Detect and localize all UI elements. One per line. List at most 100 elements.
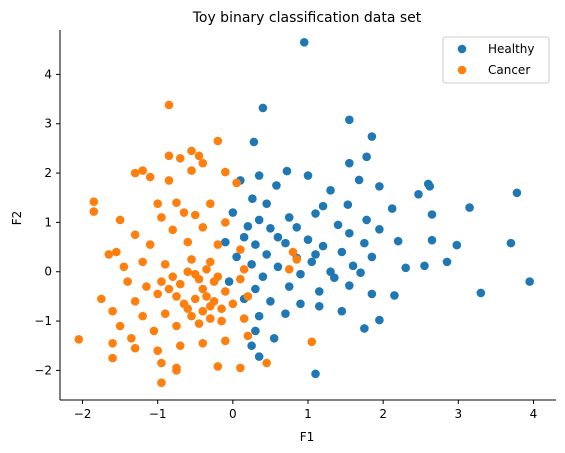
data-point [248, 194, 257, 204]
x-tick-label: 1 [304, 407, 312, 421]
data-point [217, 316, 226, 326]
data-point [251, 326, 260, 336]
data-point [343, 200, 353, 209]
data-point [375, 315, 384, 325]
data-point [243, 222, 253, 231]
data-point [348, 261, 358, 271]
data-point [337, 247, 347, 257]
data-point [112, 247, 121, 257]
data-point [153, 346, 162, 355]
data-point [239, 264, 249, 274]
data-point [356, 268, 365, 278]
data-point [213, 136, 223, 146]
y-tick-label: 1 [44, 215, 52, 229]
legend-label: Cancer [488, 63, 530, 77]
x-tick-label: 2 [379, 407, 387, 421]
data-point [153, 289, 162, 299]
data-point [157, 277, 166, 286]
data-point [311, 209, 320, 218]
data-point [390, 291, 399, 300]
data-point [427, 210, 437, 219]
data-point [213, 240, 223, 249]
data-point [236, 245, 245, 254]
data-point [202, 264, 211, 274]
data-point [239, 232, 249, 242]
data-point [326, 186, 335, 195]
x-tick-label: −2 [74, 407, 92, 421]
legend-marker [457, 65, 467, 75]
data-point [525, 277, 534, 286]
data-point [296, 299, 305, 309]
data-point [273, 262, 283, 272]
plot-area [74, 38, 534, 388]
data-point [172, 292, 181, 301]
x-axis-label: F1 [300, 430, 315, 444]
data-point [442, 257, 452, 267]
data-point [183, 237, 193, 247]
data-point [292, 223, 302, 232]
data-point [209, 277, 219, 286]
data-point [89, 207, 99, 216]
data-point [179, 208, 189, 217]
data-point [254, 311, 264, 321]
data-point [198, 158, 208, 168]
data-point [187, 255, 196, 264]
data-point [160, 309, 170, 318]
data-point [367, 289, 377, 299]
data-point [187, 311, 196, 321]
data-point [303, 171, 313, 180]
data-point [239, 314, 249, 323]
data-point [393, 236, 403, 246]
data-point [243, 292, 253, 301]
data-point [476, 288, 486, 298]
data-point [183, 267, 193, 277]
data-point [420, 261, 429, 271]
data-point [281, 309, 290, 318]
data-point [506, 238, 516, 248]
data-point [247, 260, 256, 269]
data-point [194, 319, 204, 328]
data-point [345, 158, 354, 168]
data-point [296, 269, 305, 279]
data-point [138, 257, 147, 267]
data-point [190, 294, 200, 304]
series-healthy [221, 38, 534, 379]
legend-marker [457, 44, 467, 54]
y-tick-label: 0 [44, 265, 52, 279]
data-point [213, 362, 223, 371]
data-point [311, 369, 320, 379]
data-point [307, 257, 317, 267]
data-point [224, 277, 234, 286]
legend: Healthy Cancer [442, 36, 550, 84]
data-point [202, 292, 211, 301]
data-point [266, 297, 275, 306]
data-point [232, 178, 241, 188]
y-tick-label: 2 [44, 166, 52, 180]
data-point [360, 324, 369, 333]
data-point [221, 287, 230, 296]
data-point [221, 218, 230, 227]
data-point [172, 366, 181, 375]
data-point [414, 189, 423, 199]
data-point [108, 338, 117, 348]
x-tick-label: −1 [149, 407, 167, 421]
data-point [303, 235, 313, 244]
data-point [145, 172, 155, 182]
data-point [172, 321, 181, 331]
data-point [228, 299, 238, 309]
data-point [175, 341, 185, 351]
data-point [168, 272, 178, 281]
data-point [281, 238, 290, 248]
data-point [153, 199, 162, 208]
x-ticks: −2 −1 0 1 2 3 4 [74, 400, 537, 421]
data-point [221, 167, 230, 177]
data-point [284, 264, 294, 274]
data-point [307, 337, 317, 347]
data-point [266, 224, 275, 233]
data-point [175, 279, 185, 289]
data-point [130, 297, 140, 306]
series-cancer [74, 100, 317, 388]
data-point [160, 260, 170, 269]
chart-title: Toy binary classification data set [192, 10, 422, 26]
